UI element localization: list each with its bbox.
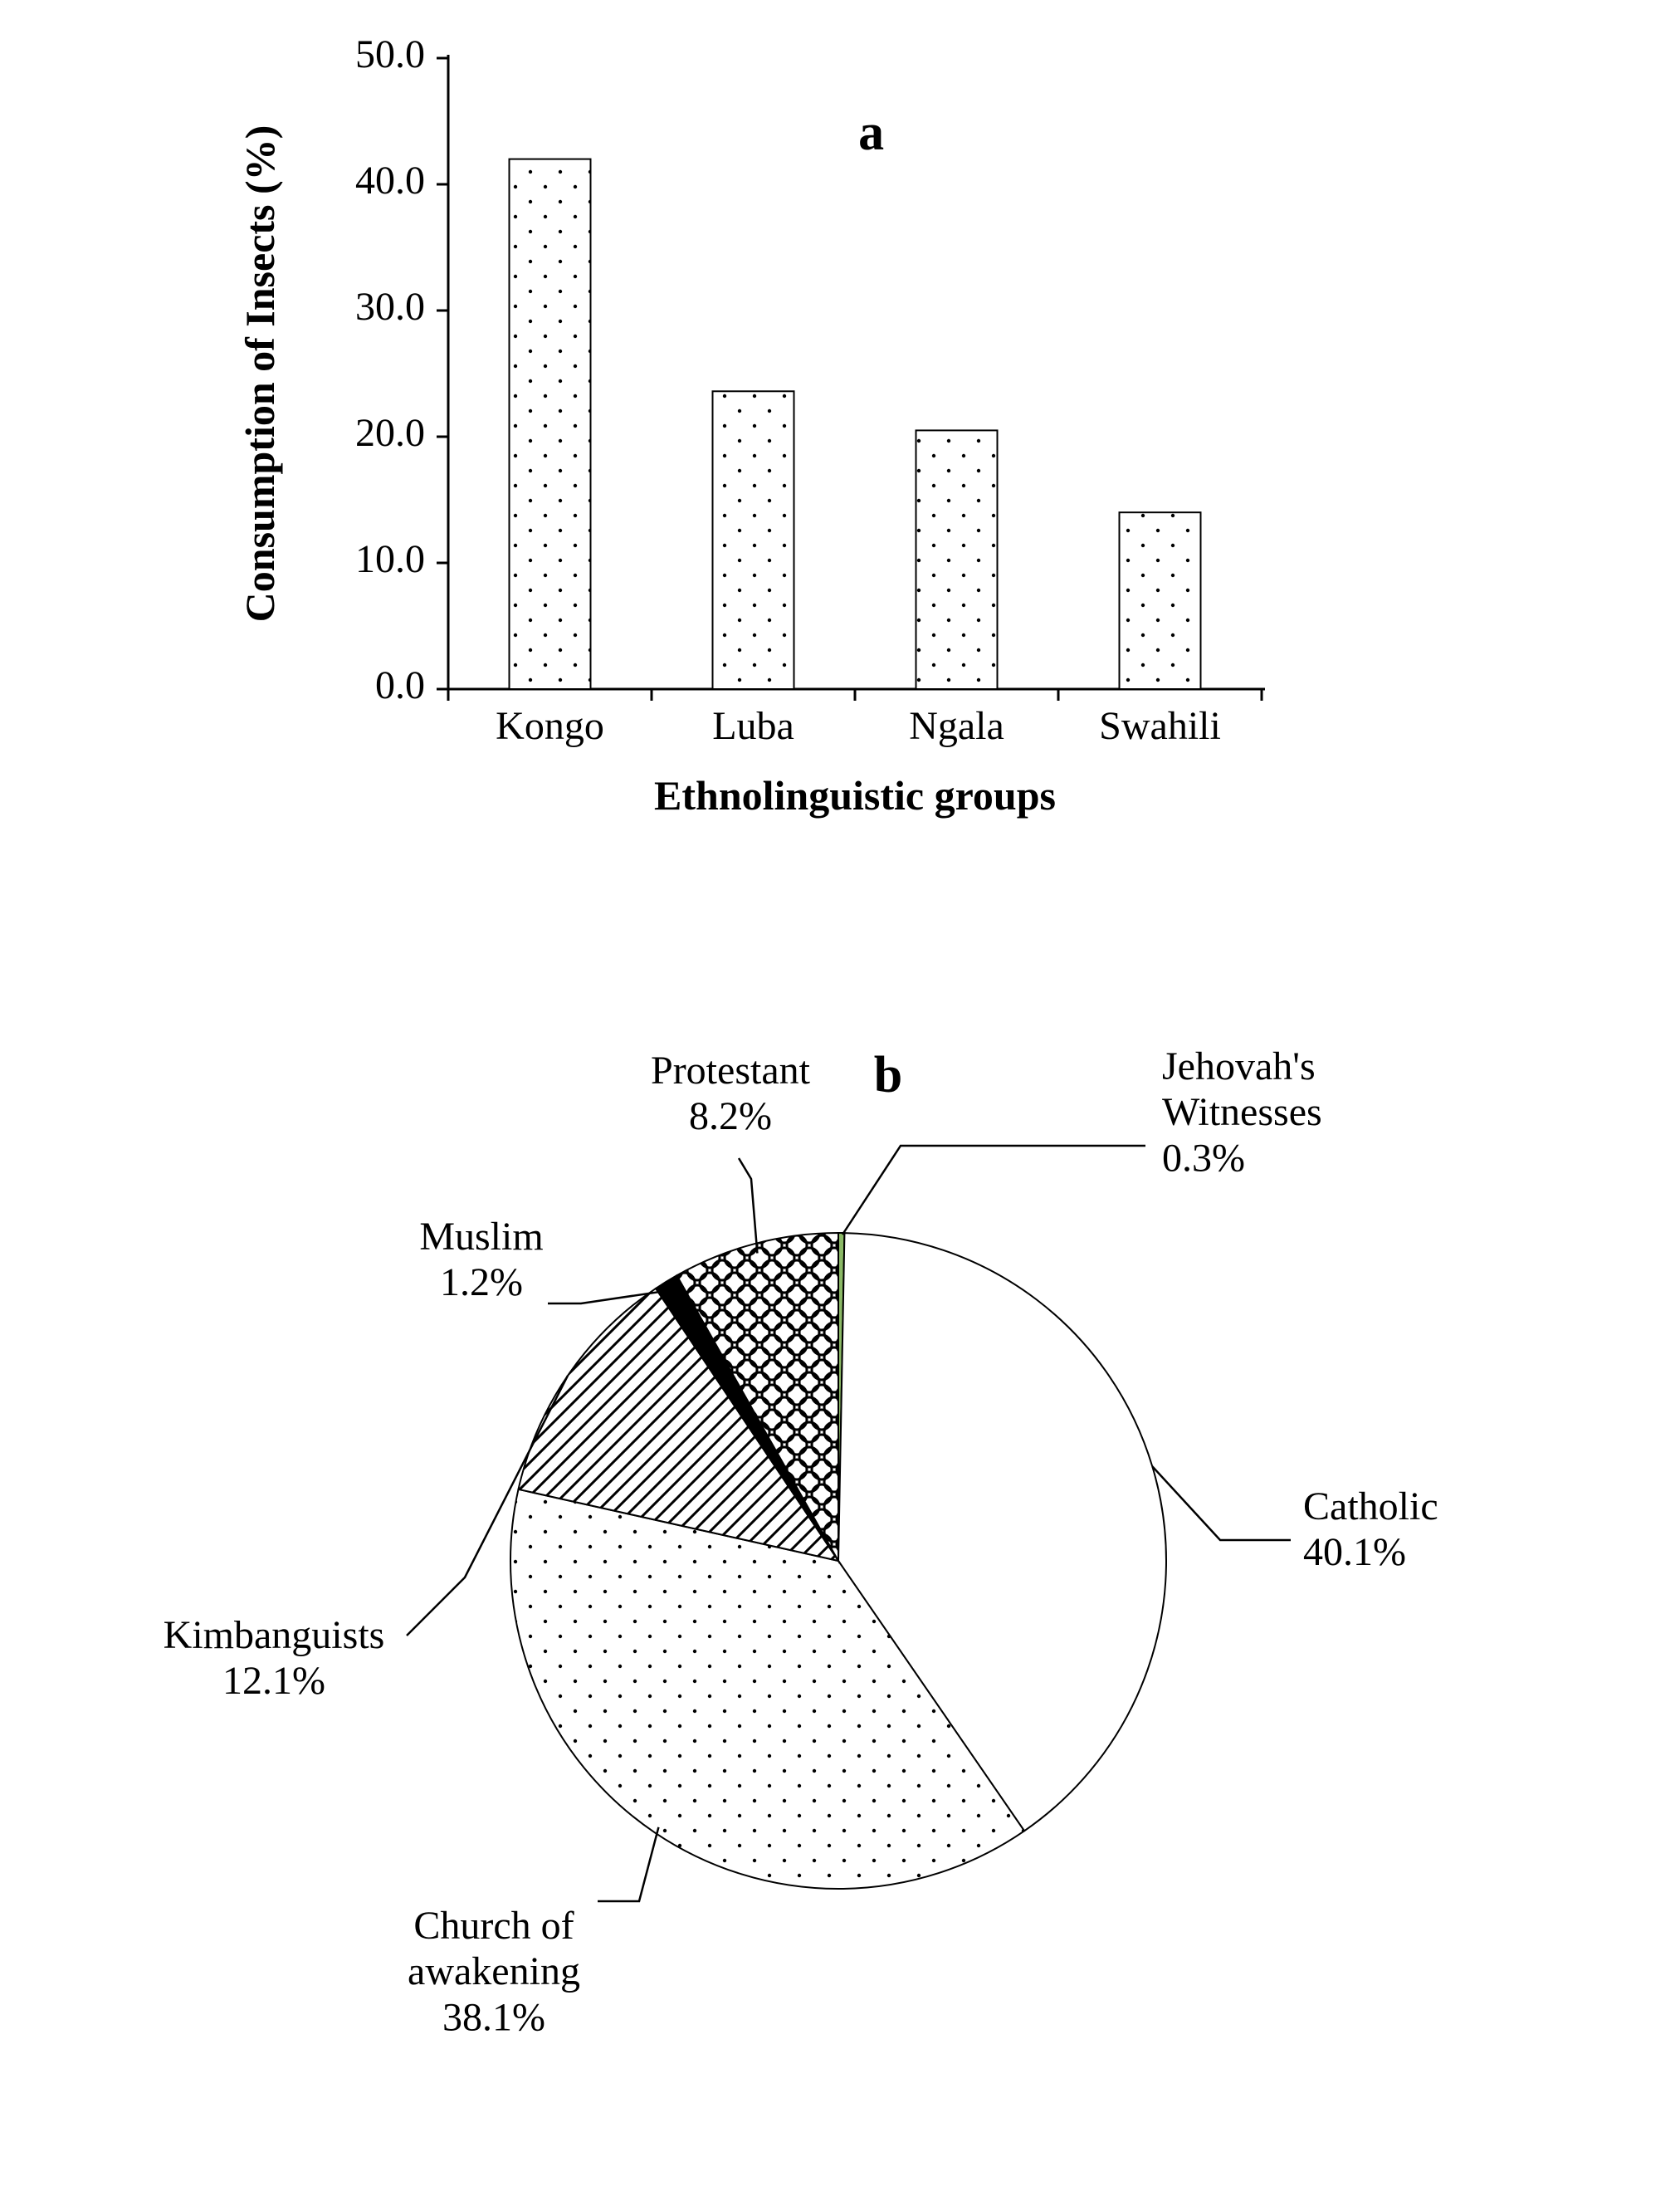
y-tick-label: 20.0 — [355, 411, 425, 455]
panel-b: Jehovah'sWitnesses0.3% Catholic40.1% Churc… — [164, 1044, 1438, 2039]
x-tick-label: Swahili — [1099, 704, 1221, 748]
y-tick-label: 30.0 — [355, 285, 425, 329]
pie-label: Catholic — [1303, 1484, 1438, 1528]
leader-line — [739, 1158, 757, 1253]
bar — [713, 391, 794, 689]
y-axis-label: Consumption of Insects (%) — [237, 125, 283, 623]
x-tick-label: Luba — [712, 704, 794, 748]
y-tick-label: 40.0 — [355, 159, 425, 203]
pie-label: 1.2% — [440, 1260, 523, 1304]
pie-label: 0.3% — [1162, 1136, 1245, 1180]
pie-label: 40.1% — [1303, 1530, 1406, 1574]
leader-line — [598, 1827, 658, 1901]
bar — [916, 430, 998, 689]
panel-label-a: a — [858, 105, 884, 161]
pie-label: Jehovah's — [1162, 1044, 1316, 1088]
figure-root: 0.0 10.0 20.0 30.0 40.0 50.0 Consumption of In… — [0, 0, 1680, 2186]
panel-a: 0.0 10.0 20.0 30.0 40.0 50.0 Consumption of In… — [237, 32, 1265, 819]
figure-svg: 0.0 10.0 20.0 30.0 40.0 50.0 Consumption of In… — [0, 0, 1680, 2186]
x-axis-label: Ethnolinguistic groups — [654, 772, 1056, 819]
leader-line — [1152, 1466, 1291, 1540]
pie-label: Church of — [413, 1904, 574, 1948]
leader-line — [842, 1146, 1145, 1235]
pie-label: awakening — [408, 1949, 580, 1993]
y-tick-label: 10.0 — [355, 537, 425, 581]
pie-label: Witnesses — [1162, 1090, 1322, 1134]
y-tick-label: 0.0 — [375, 663, 425, 707]
pie-label: 8.2% — [689, 1094, 772, 1138]
panel-label-b: b — [874, 1047, 902, 1103]
x-tick-label: Ngala — [909, 704, 1004, 748]
pie-label: Muslim — [419, 1215, 543, 1259]
pie-label: Kimbanguists — [164, 1613, 385, 1657]
pie-label: 12.1% — [222, 1659, 325, 1703]
x-tick-label: Kongo — [496, 704, 604, 748]
pie-label: Protestant — [651, 1049, 811, 1093]
y-tick-label: 50.0 — [355, 32, 425, 76]
bar — [1120, 512, 1201, 689]
bar — [510, 159, 591, 689]
pie-label: 38.1% — [442, 1995, 545, 2039]
